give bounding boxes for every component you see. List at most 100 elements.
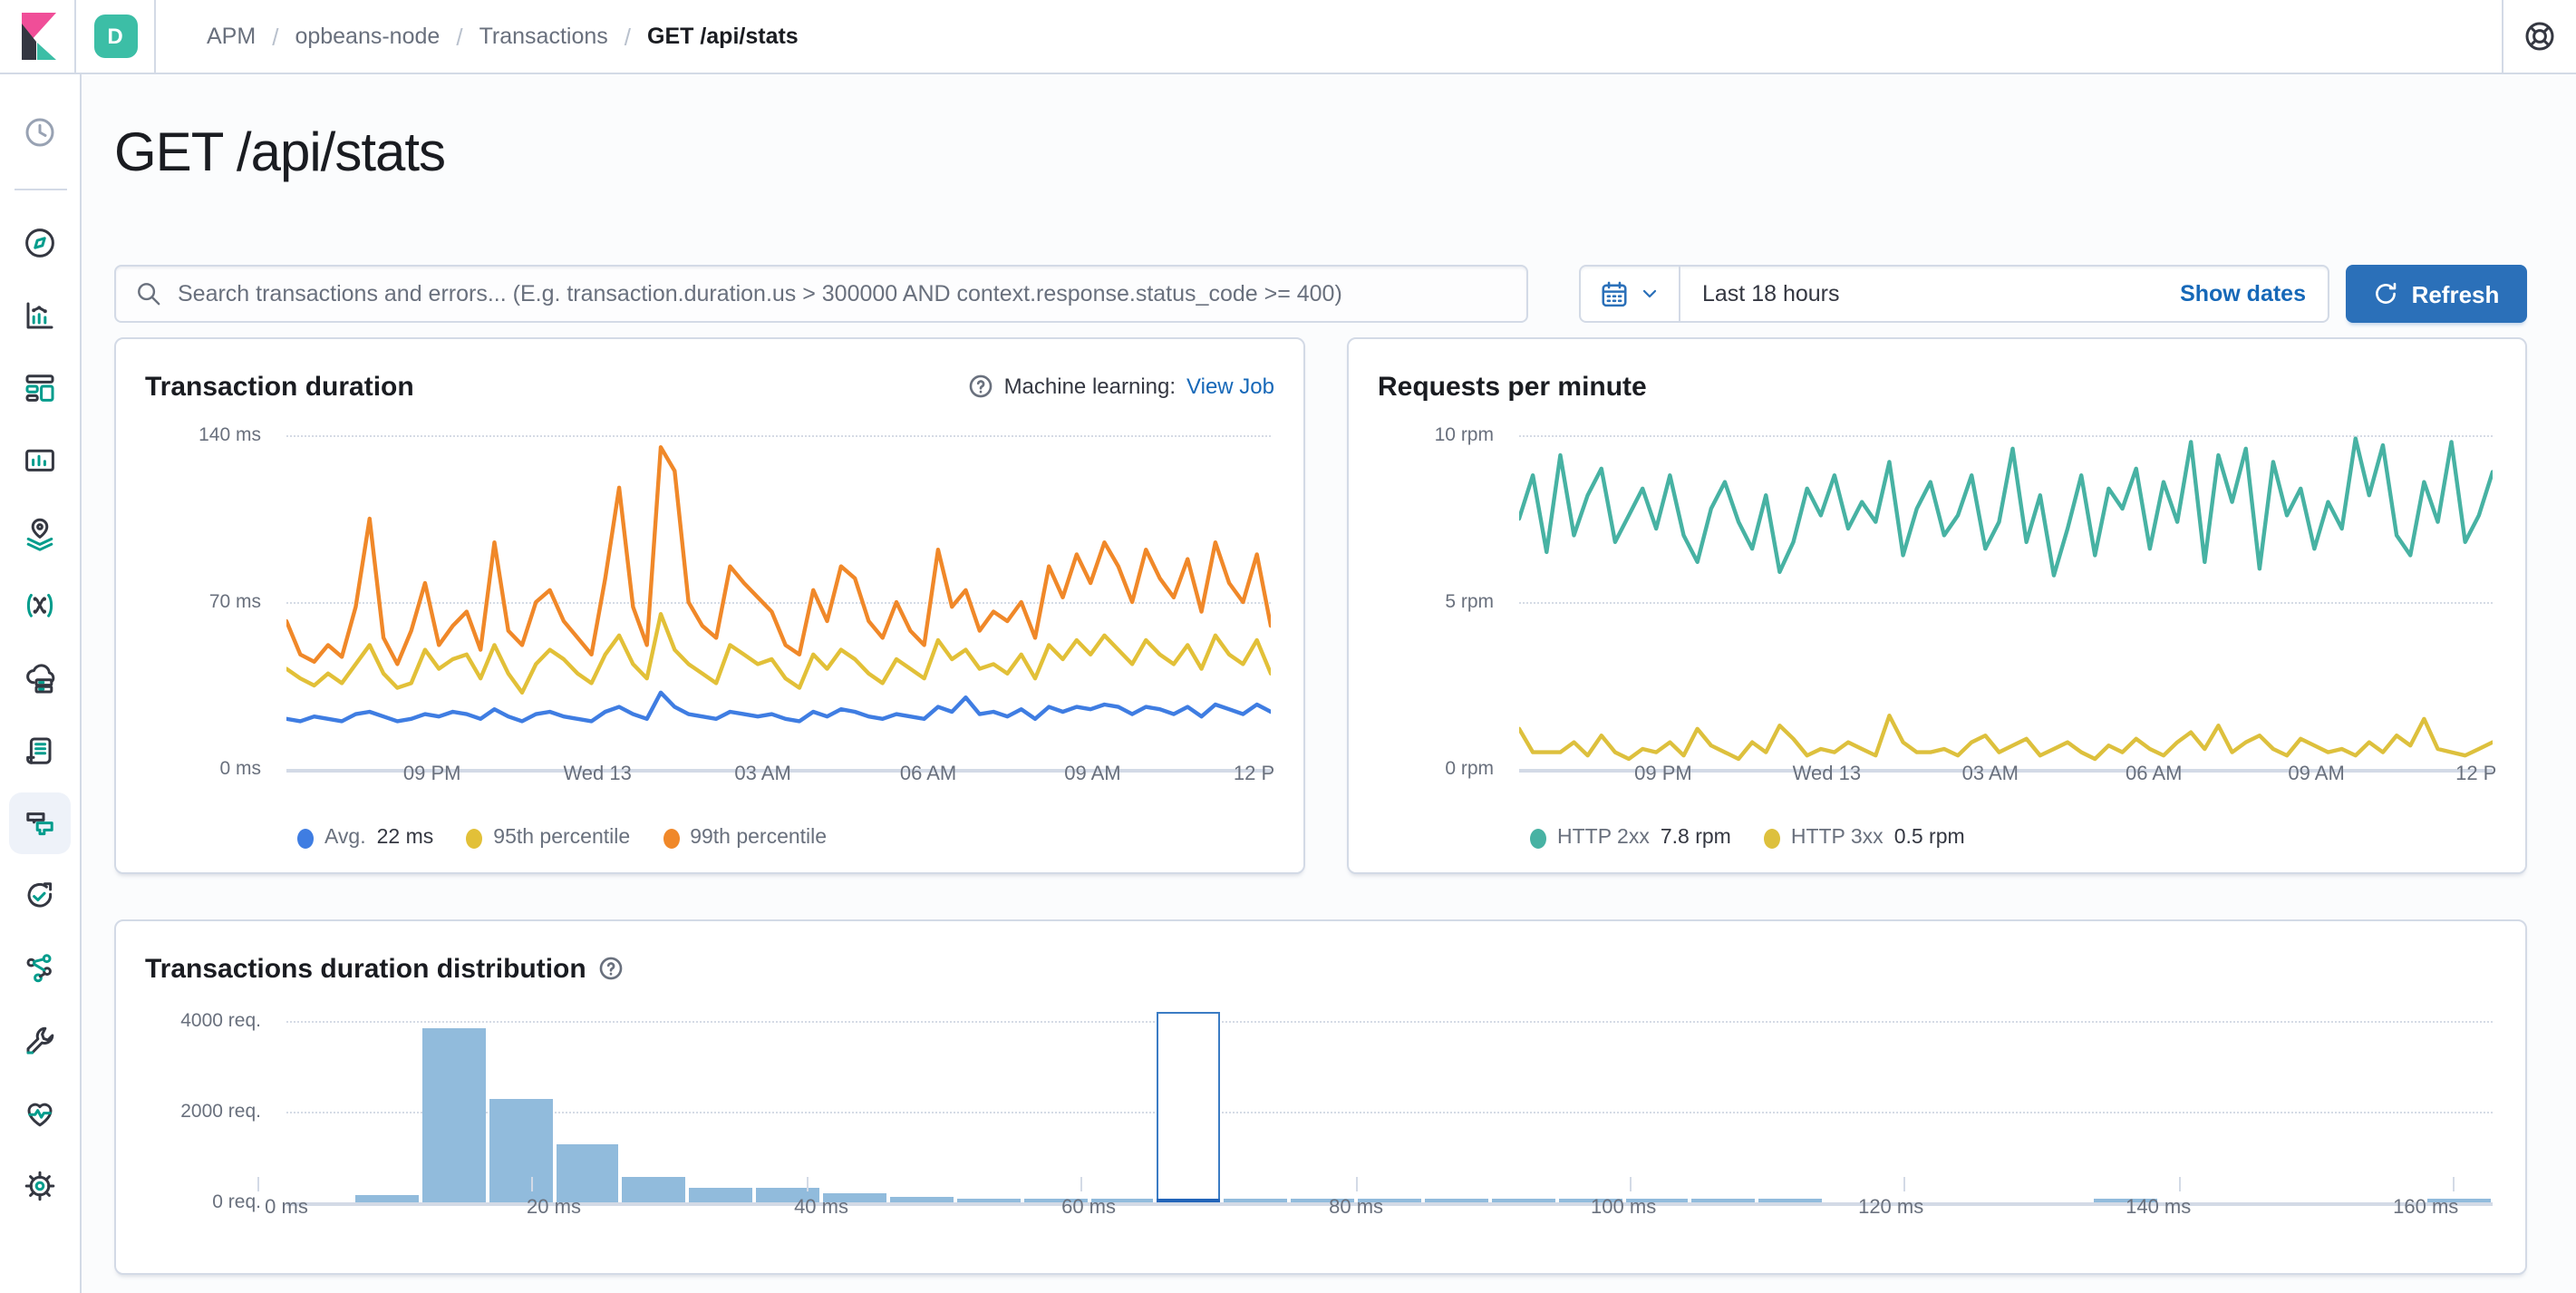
visualize-icon xyxy=(26,302,53,329)
histogram-bar[interactable] xyxy=(889,1196,954,1202)
management-icon xyxy=(24,1171,55,1201)
histogram-bar[interactable] xyxy=(489,1098,552,1202)
search-bar xyxy=(114,265,1528,323)
x-axis-label: 160 ms xyxy=(2393,1197,2459,1219)
sidebar-item-canvas[interactable] xyxy=(4,424,76,497)
gridline xyxy=(286,1021,2493,1023)
x-axis-label: 09 PM xyxy=(402,763,461,785)
show-dates-link[interactable]: Show dates xyxy=(2180,281,2306,306)
requests-per-minute-chart[interactable]: 10 rpm 5 rpm 0 rpm xyxy=(1378,424,2496,780)
legend-item-avg-[interactable]: Avg. 22 ms xyxy=(297,827,433,849)
x-axis-label: 20 ms xyxy=(527,1197,581,1219)
histogram-bar[interactable] xyxy=(1358,1198,1421,1202)
gridline xyxy=(286,435,1271,437)
transaction-duration-chart[interactable]: 140 ms 70 ms 0 ms xyxy=(145,424,1274,780)
left-navigation-sidebar xyxy=(0,74,82,1293)
y-axis-label: 70 ms xyxy=(208,591,261,613)
sidebar-item-management[interactable] xyxy=(4,1150,76,1222)
x-axis-tick xyxy=(531,1177,534,1191)
histogram-bar[interactable] xyxy=(956,1198,1021,1202)
legend-item-http-2xx[interactable]: HTTP 2xx 7.8 rpm xyxy=(1530,827,1731,849)
space-selector[interactable]: D xyxy=(76,0,156,73)
histogram-bar[interactable] xyxy=(756,1188,820,1202)
histogram-bar[interactable] xyxy=(1758,1198,1823,1202)
legend-label: 99th percentile xyxy=(690,827,828,849)
histogram-bar[interactable] xyxy=(354,1195,419,1202)
kibana-logo-icon xyxy=(21,13,55,60)
sidebar-item-logs[interactable] xyxy=(4,715,76,787)
histogram-bar[interactable] xyxy=(1224,1198,1288,1202)
histogram-bar[interactable] xyxy=(421,1027,486,1202)
duration-distribution-title: Transactions duration distribution xyxy=(145,953,625,984)
breadcrumb-item-apm[interactable]: APM xyxy=(207,24,257,49)
transaction-duration-panel: Transaction duration Machine learning: V… xyxy=(114,337,1305,874)
logs-icon xyxy=(26,737,52,764)
duration-distribution-panel: Transactions duration distribution 4000 … xyxy=(114,919,2527,1275)
time-range-label[interactable]: Last 18 hours xyxy=(1702,281,1840,306)
sidebar-item-monitoring[interactable] xyxy=(4,1077,76,1150)
duration-distribution-histogram[interactable]: 4000 req. 2000 req. 0 req. xyxy=(145,1003,2496,1213)
sidebar-item-graph[interactable] xyxy=(4,932,76,1005)
legend-dot xyxy=(1530,828,1546,848)
sidebar-item-infrastructure[interactable] xyxy=(4,642,76,715)
sidebar-item-discover[interactable] xyxy=(4,207,76,279)
histogram-bar[interactable] xyxy=(2093,1198,2157,1202)
sidebar-item-machine-learning[interactable] xyxy=(4,569,76,642)
search-input[interactable] xyxy=(178,281,1508,306)
infrastructure-icon xyxy=(26,664,55,694)
space-avatar: D xyxy=(93,15,137,58)
sidebar-item-recently-viewed[interactable] xyxy=(4,96,76,169)
machine-learning-label: Machine learning: xyxy=(1003,374,1177,399)
view-job-link[interactable]: View Job xyxy=(1186,374,1274,399)
x-axis-label: 0 ms xyxy=(265,1197,308,1219)
sidebar-item-apm[interactable] xyxy=(4,787,76,860)
histogram-bar[interactable] xyxy=(1691,1198,1756,1202)
apm-icon xyxy=(26,812,53,836)
histogram-bar[interactable] xyxy=(689,1187,753,1202)
breadcrumb-item-opbeans-node[interactable]: opbeans-node xyxy=(295,24,441,49)
gridline xyxy=(1519,602,2493,604)
maps-icon xyxy=(26,518,53,551)
breadcrumb-item-transactions[interactable]: Transactions xyxy=(479,24,608,49)
sidebar-item-maps[interactable] xyxy=(4,497,76,569)
sidebar-item-visualize[interactable] xyxy=(4,279,76,352)
y-axis-label: 4000 req. xyxy=(180,1010,261,1032)
legend-value: 0.5 rpm xyxy=(1893,827,1965,849)
y-axis-label: 2000 req. xyxy=(180,1101,261,1123)
help-button[interactable] xyxy=(2503,18,2576,54)
legend-item-95th-percentile[interactable]: 95th percentile xyxy=(466,827,630,849)
monitoring-icon xyxy=(27,1103,53,1127)
selected-bucket-outline[interactable] xyxy=(1157,1012,1221,1202)
canvas-icon xyxy=(25,449,54,472)
histogram-bar[interactable] xyxy=(1625,1198,1689,1202)
histogram-bar[interactable] xyxy=(2427,1198,2491,1202)
histogram-bar[interactable] xyxy=(1558,1198,1622,1202)
histogram-bar[interactable] xyxy=(1424,1198,1488,1202)
legend-item-99th-percentile[interactable]: 99th percentile xyxy=(663,827,827,849)
histogram-bar[interactable] xyxy=(823,1193,886,1202)
question-circle-icon[interactable] xyxy=(599,956,625,981)
legend-label: HTTP 3xx xyxy=(1790,827,1884,849)
histogram-bar[interactable] xyxy=(556,1143,619,1202)
kibana-logo-button[interactable] xyxy=(0,0,76,73)
histogram-bar[interactable] xyxy=(622,1176,686,1202)
histogram-bar[interactable] xyxy=(1491,1198,1555,1202)
histogram-bar[interactable] xyxy=(1090,1198,1154,1202)
legend-item-http-3xx[interactable]: HTTP 3xx 0.5 rpm xyxy=(1763,827,1965,849)
refresh-button[interactable]: Refresh xyxy=(2346,265,2527,323)
sidebar-item-uptime[interactable] xyxy=(4,860,76,932)
quick-select-button[interactable] xyxy=(1581,267,1680,321)
requests-per-minute-panel: Requests per minute 10 rpm 5 rpm 0 rpm 09 … xyxy=(1347,337,2527,874)
histogram-bar[interactable] xyxy=(1157,1198,1221,1202)
x-axis-tick xyxy=(257,1177,259,1191)
histogram-bar[interactable] xyxy=(1023,1198,1088,1202)
gridline xyxy=(286,1112,2493,1113)
requests-per-minute-legend: HTTP 2xx 7.8 rpm HTTP 3xx 0.5 rpm xyxy=(1530,827,1965,849)
legend-dot xyxy=(297,828,314,848)
histogram-bar[interactable] xyxy=(1291,1198,1355,1202)
sidebar-item-dev-tools[interactable] xyxy=(4,1005,76,1077)
page-title: GET /api/stats xyxy=(114,123,446,183)
dev-tools-icon xyxy=(26,1026,54,1055)
clock-icon xyxy=(25,118,54,147)
sidebar-item-dashboard[interactable] xyxy=(4,352,76,424)
